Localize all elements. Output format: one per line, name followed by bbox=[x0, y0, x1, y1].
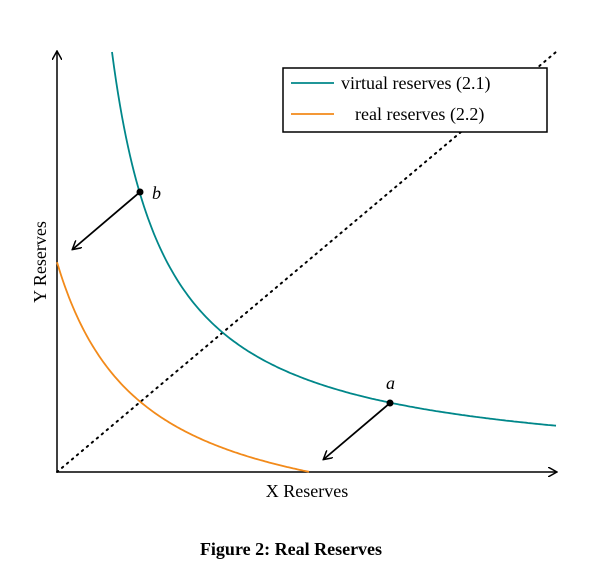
legend-label: real reserves (2.2) bbox=[355, 104, 484, 125]
y-axis-label: Y Reserves bbox=[30, 221, 50, 303]
point-a bbox=[386, 399, 394, 407]
diagonal bbox=[56, 51, 557, 473]
arrow-b bbox=[73, 191, 141, 249]
caption: Figure 2: Real Reserves bbox=[200, 539, 382, 559]
legend-label: virtual reserves (2.1) bbox=[341, 73, 490, 94]
arrow-a bbox=[324, 402, 391, 459]
point-b bbox=[136, 188, 144, 196]
point-label: a bbox=[386, 373, 395, 393]
virtual-curve bbox=[111, 51, 557, 427]
x-axis-label: X Reserves bbox=[266, 481, 348, 501]
real-curve bbox=[56, 261, 310, 473]
legend-box bbox=[282, 67, 548, 133]
point-label: b bbox=[152, 183, 161, 203]
